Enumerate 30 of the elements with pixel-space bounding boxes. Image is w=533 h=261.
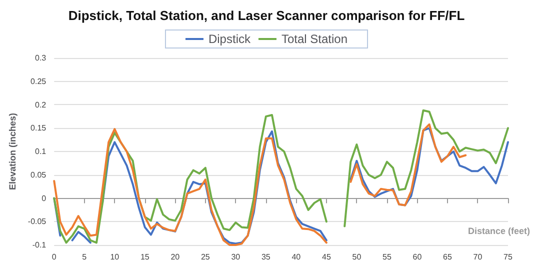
y-tick-label: 0.15 xyxy=(30,124,47,133)
y-tick-label: -0.05 xyxy=(28,217,47,226)
y-tick-label: 0.2 xyxy=(35,100,47,110)
x-tick-label: 40 xyxy=(292,252,302,261)
x-tick-label: 65 xyxy=(443,252,452,261)
x-tick-label: 35 xyxy=(261,252,271,261)
y-tick-label: 0.3 xyxy=(35,54,47,62)
y-tick-label: 0.1 xyxy=(35,147,47,156)
y-axis-title: Elevation (inches) xyxy=(8,112,18,190)
x-tick-label: 70 xyxy=(473,252,483,261)
x-tick-label: 25 xyxy=(200,252,210,261)
legend-label: Total Station xyxy=(281,32,348,46)
y-tick-label: 0.05 xyxy=(30,170,47,180)
x-tick-label: 45 xyxy=(322,252,332,261)
x-axis-title: Distance (feet) xyxy=(468,226,530,236)
x-tick-label: 75 xyxy=(504,252,513,261)
x-tick-label: 30 xyxy=(231,252,241,261)
x-tick-label: 50 xyxy=(352,252,362,261)
x-tick-label: 60 xyxy=(412,252,422,261)
y-tick-label: 0 xyxy=(42,194,47,203)
x-tick-label: 10 xyxy=(110,252,120,261)
x-tick-label: 0 xyxy=(52,252,57,261)
x-tick-label: 15 xyxy=(140,252,150,261)
legend-label: Dipstick xyxy=(208,32,252,46)
y-tick-label: -0.1 xyxy=(32,240,47,250)
x-tick-label: 20 xyxy=(170,252,180,261)
chart-title: Dipstick, Total Station, and Laser Scanner comparison for FF/FL xyxy=(68,8,465,23)
y-tick-label: 0.25 xyxy=(30,76,47,86)
x-tick-label: 5 xyxy=(82,252,88,261)
x-tick-label: 55 xyxy=(382,252,392,261)
